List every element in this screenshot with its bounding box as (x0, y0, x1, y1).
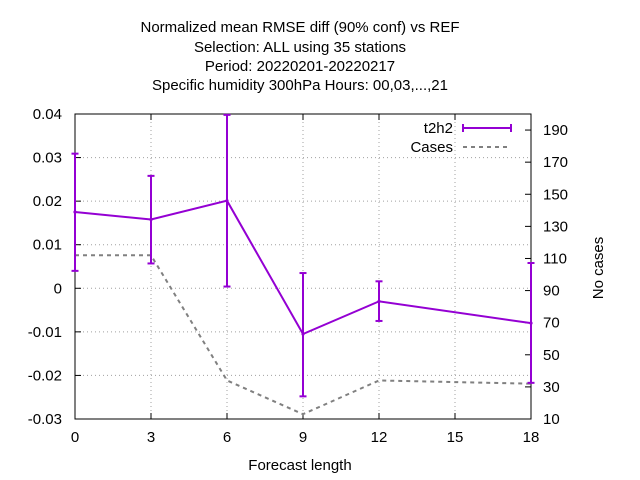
y-left-tick-label: 0.01 (33, 237, 62, 254)
x-tick-label: 6 (223, 429, 231, 446)
legend-sample-t2h2 (462, 124, 512, 132)
y-right-tick-label: 30 (543, 379, 560, 396)
data-point-t2h2 (149, 217, 153, 222)
y-axis-right: 10 30 50 70 90 110 130 150 170 190 (525, 122, 568, 428)
chart-subtitle-parameter: Specific humidity 300hPa Hours: 00,03,..… (152, 77, 448, 94)
y-left-tick-label: 0.02 (33, 193, 62, 210)
y-left-tick-label: 0.03 (33, 150, 62, 167)
legend-label-t2h2: t2h2 (424, 120, 453, 137)
y-right-tick-label: 150 (543, 186, 568, 203)
x-tick-label: 9 (299, 429, 307, 446)
y-right-tick-label: 10 (543, 411, 560, 428)
y-left-tick-label: 0 (54, 280, 62, 297)
x-tick-label: 18 (523, 429, 540, 446)
series-line-t2h2 (74, 199, 532, 336)
y-right-tick-label: 130 (543, 218, 568, 235)
data-point-t2h2 (301, 332, 305, 336)
data-point-t2h2 (73, 210, 77, 214)
data-point-t2h2 (225, 199, 229, 203)
x-tick-label: 3 (147, 429, 155, 446)
chart-title-block: Normalized mean RMSE diff (90% conf) vs … (141, 19, 460, 94)
y-right-tick-label: 110 (543, 250, 567, 267)
y-left-tick-label: -0.01 (28, 324, 62, 341)
y-right-tick-label: 170 (543, 154, 568, 171)
data-point-t2h2 (377, 299, 381, 303)
y-right-tick-label: 50 (543, 347, 560, 364)
chart-title: Normalized mean RMSE diff (90% conf) vs … (141, 19, 460, 36)
legend-label-cases: Cases (410, 139, 453, 156)
legend: t2h2 Cases (410, 120, 512, 156)
series-layer (71, 113, 535, 416)
y-left-tick-label: -0.02 (28, 367, 62, 384)
x-axis-label: Forecast length (248, 457, 351, 474)
chart-subtitle-selection: Selection: ALL using 35 stations (194, 39, 406, 56)
y-right-tick-label: 90 (543, 283, 560, 300)
y-axis-right-label: No cases (590, 237, 607, 300)
y-left-tick-label: 0.04 (33, 106, 62, 123)
y-right-tick-label: 70 (543, 315, 560, 332)
y-right-tick-label: 190 (543, 122, 568, 139)
data-point-t2h2 (529, 321, 533, 325)
x-tick-label: 12 (371, 429, 388, 446)
y-axis-left: -0.03 -0.02 -0.01 0 0.01 0.02 0.03 0.04 (28, 106, 81, 428)
x-axis: 0 3 6 9 12 15 18 (71, 114, 540, 446)
chart-subtitle-period: Period: 20220201-20220217 (205, 58, 395, 75)
x-tick-label: 0 (71, 429, 79, 446)
x-tick-label: 15 (447, 429, 464, 446)
y-left-tick-label: -0.03 (28, 411, 62, 428)
